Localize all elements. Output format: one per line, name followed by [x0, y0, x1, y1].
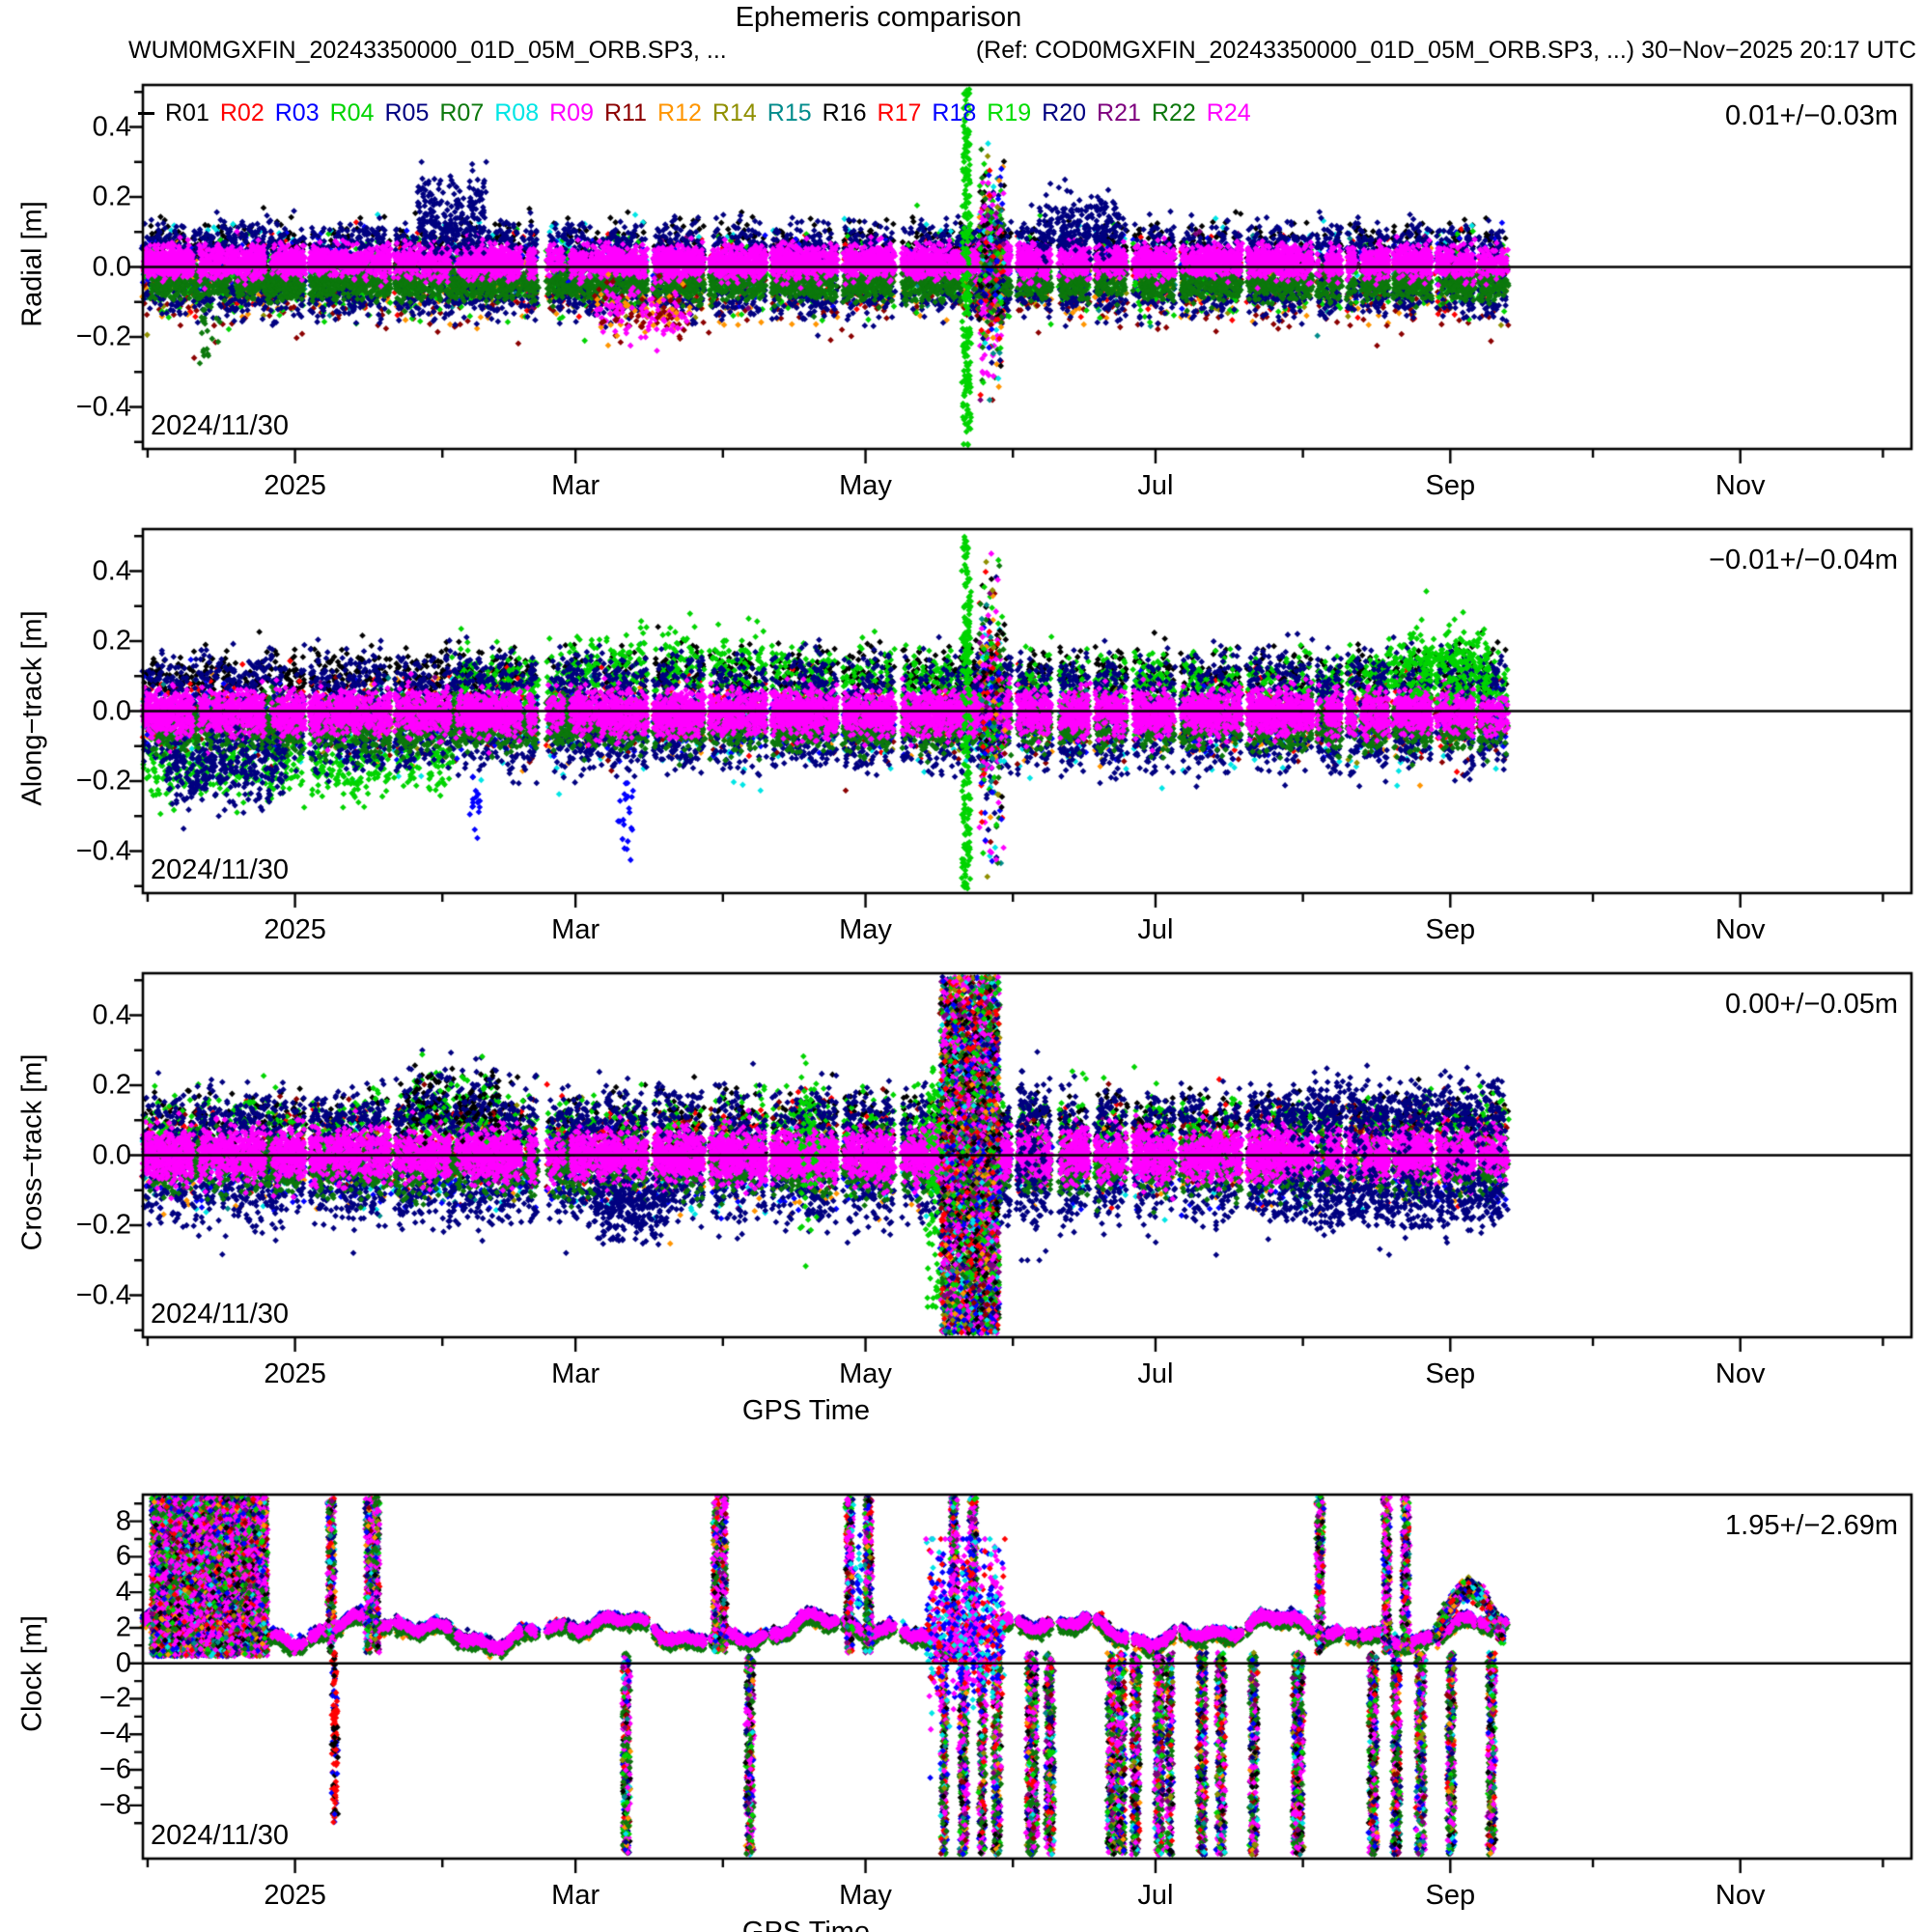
x-tick-label: Sep — [1425, 914, 1476, 945]
y-tick-label: 0.2 — [92, 181, 131, 212]
legend-entry-R01: R01 — [165, 99, 209, 126]
subtitle-right: (Ref: COD0MGXFIN_20243350000_01D_05M_ORB… — [975, 37, 1916, 64]
legend-entry-R05: R05 — [384, 99, 430, 126]
y-tick-label: −6 — [98, 1753, 131, 1785]
stats-annotation-radial: 0.01+/−0.03m — [1725, 100, 1898, 131]
legend-entry-R20: R20 — [1042, 99, 1087, 126]
legend-entry-R12: R12 — [657, 99, 702, 126]
y-tick-label: −0.4 — [75, 835, 131, 866]
y-tick-label: 0.2 — [92, 1069, 131, 1101]
y-tick-label: 0.0 — [92, 1139, 131, 1170]
legend-entry-R03: R03 — [274, 99, 320, 126]
y-tick-label: 0.0 — [92, 251, 131, 282]
x-tick-label: Jul — [1137, 1880, 1174, 1911]
y-tick-label: −0.2 — [75, 1209, 131, 1241]
x-tick-label: 2025 — [264, 1358, 326, 1389]
legend-entry-R07: R07 — [439, 99, 485, 126]
x-tick-label: Nov — [1715, 914, 1766, 945]
start-date-label-radial: 2024/11/30 — [151, 410, 289, 441]
legend-entry-R22: R22 — [1151, 99, 1196, 126]
y-tick-label: 4 — [115, 1576, 131, 1608]
y-tick-label: 0.4 — [92, 111, 131, 142]
chart-title: Ephemeris comparison — [735, 2, 1022, 33]
legend-entry-R21: R21 — [1097, 99, 1141, 126]
x-axis-title: GPS Time — [741, 1395, 871, 1426]
y-tick-label: −0.2 — [75, 321, 131, 352]
legend-entry-R08: R08 — [494, 99, 540, 126]
x-tick-label: Mar — [551, 1880, 600, 1911]
y-tick-label: −4 — [98, 1718, 131, 1750]
legend-entry-R18: R18 — [932, 99, 977, 126]
y-tick-label: 0.4 — [92, 999, 131, 1030]
y-tick-label: 0.4 — [92, 555, 131, 586]
legend-entry-R17: R17 — [877, 99, 922, 126]
x-tick-label: Sep — [1425, 1880, 1476, 1911]
x-tick-label: May — [839, 914, 892, 945]
x-tick-label: Jul — [1137, 1358, 1174, 1389]
x-tick-label: Sep — [1425, 1358, 1476, 1389]
legend-entry-R04: R04 — [329, 99, 375, 126]
y-tick-label: 0.0 — [92, 695, 131, 726]
x-tick-label: 2025 — [264, 470, 326, 501]
y-tick-label: −0.4 — [75, 1279, 131, 1310]
y-tick-label: 6 — [115, 1540, 131, 1572]
legend-entry-R09: R09 — [549, 99, 594, 126]
x-tick-label: May — [839, 1880, 892, 1911]
x-tick-label: Nov — [1715, 1358, 1766, 1389]
x-tick-label: Mar — [551, 914, 600, 945]
y-tick-label: −8 — [98, 1789, 131, 1821]
stats-annotation-cross-track: 0.00+/−0.05m — [1725, 989, 1898, 1020]
start-date-label-cross-track: 2024/11/30 — [151, 1299, 289, 1330]
x-tick-label: 2025 — [264, 914, 326, 945]
legend-entry-R16: R16 — [822, 99, 867, 126]
legend-entry-R24: R24 — [1206, 99, 1251, 126]
legend: R01 R02 R03 R04 R05 R07 R08 R09 R11 R12 R14 R15 R16 R… — [138, 99, 1251, 127]
x-tick-label: Nov — [1715, 470, 1766, 501]
x-tick-label: Mar — [551, 1358, 600, 1389]
y-tick-label: 2 — [115, 1611, 131, 1643]
x-tick-label: Jul — [1137, 914, 1174, 945]
stats-annotation-along-track: −0.01+/−0.04m — [1709, 545, 1898, 575]
legend-entry-R19: R19 — [987, 99, 1032, 126]
x-tick-label: Nov — [1715, 1880, 1766, 1911]
stats-annotation-clock: 1.95+/−2.69m — [1725, 1510, 1898, 1541]
legend-entry-R15: R15 — [767, 99, 812, 126]
y-tick-label: 0 — [115, 1647, 131, 1679]
y-tick-label: −0.4 — [75, 391, 131, 422]
y-tick-label: −0.2 — [75, 765, 131, 797]
x-axis-title: GPS Time — [741, 1917, 871, 1932]
legend-entry-R14: R14 — [711, 99, 757, 126]
x-tick-label: May — [839, 1358, 892, 1389]
x-tick-label: 2025 — [264, 1880, 326, 1911]
x-tick-label: Jul — [1137, 470, 1174, 501]
x-tick-label: Mar — [551, 470, 600, 501]
legend-entry-R11: R11 — [604, 99, 648, 126]
subtitle-left: WUM0MGXFIN_20243350000_01D_05M_ORB.SP3, … — [128, 37, 727, 64]
y-tick-label: 8 — [115, 1505, 131, 1537]
start-date-label-clock: 2024/11/30 — [151, 1820, 289, 1851]
x-tick-label: Sep — [1425, 470, 1476, 501]
legend-entry-R02: R02 — [219, 99, 265, 126]
start-date-label-along-track: 2024/11/30 — [151, 854, 289, 885]
y-tick-label: 0.2 — [92, 625, 131, 657]
y-tick-label: −2 — [98, 1682, 131, 1714]
legend-line-sample — [138, 112, 154, 115]
x-tick-label: May — [839, 470, 892, 501]
